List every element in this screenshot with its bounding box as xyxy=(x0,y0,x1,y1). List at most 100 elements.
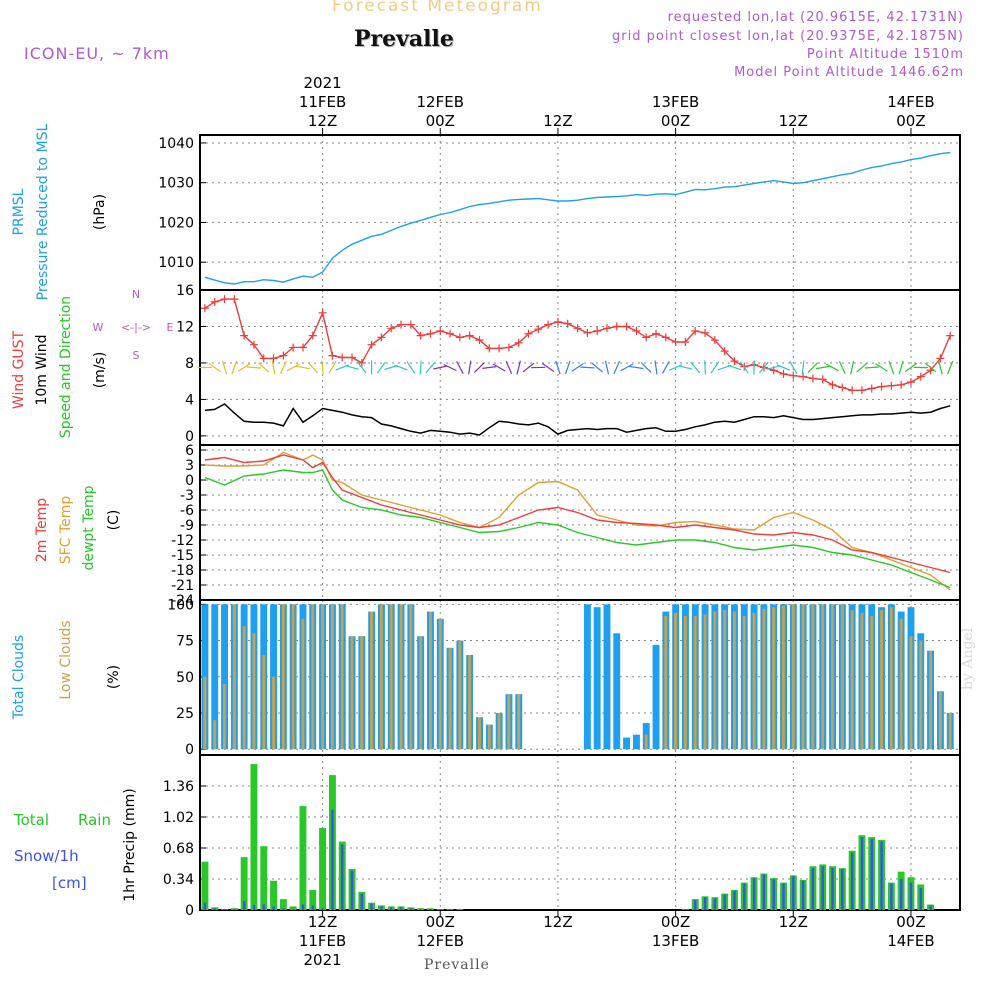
gust-point xyxy=(622,322,631,331)
total-cloud-bar xyxy=(623,737,630,750)
low-cloud-bar xyxy=(791,604,795,750)
total-cloud-bar xyxy=(211,604,219,750)
gust-point xyxy=(446,329,455,338)
rain-bar xyxy=(201,861,209,910)
low-cloud-bar xyxy=(321,604,324,750)
gust-point xyxy=(308,331,317,340)
bottom-time-label: 13FEB xyxy=(652,932,699,950)
total-cloud-bar xyxy=(613,633,621,750)
total-cloud-bar xyxy=(201,604,209,750)
gust-point xyxy=(504,343,513,352)
y-tick-label: -24 xyxy=(171,593,194,609)
precip-frame xyxy=(199,754,961,911)
snow-bar xyxy=(252,905,256,910)
precip-snow-unit-label: [cm] xyxy=(52,874,87,892)
low-cloud-bar xyxy=(301,618,305,750)
y-tick-label: 6 xyxy=(185,443,194,459)
requested-coords: requested lon,lat (20.9615E, 42.1731N) xyxy=(667,10,964,25)
gust-point xyxy=(799,372,808,381)
gust-point xyxy=(946,331,955,340)
wind-direction-arrow xyxy=(801,360,805,375)
gust-point xyxy=(249,340,258,349)
low-cloud-bar xyxy=(311,604,315,750)
dewpt-temp-line xyxy=(204,469,951,589)
chart-title: Forecast Meteogram xyxy=(332,0,543,16)
low-cloud-bar xyxy=(468,655,472,750)
wind-direction-arrow xyxy=(542,363,555,372)
snow-bar xyxy=(900,879,903,910)
bottom-time-label: 12FEB xyxy=(417,932,464,950)
snow-bar xyxy=(909,882,913,910)
total-cloud-bar xyxy=(270,604,277,750)
wind-direction-arrow xyxy=(286,363,300,372)
low-cloud-bar xyxy=(458,640,462,750)
gust-point xyxy=(397,320,406,329)
total-cloud-bar xyxy=(593,607,601,750)
y-tick-label: 75 xyxy=(176,634,194,650)
gust-point xyxy=(936,354,945,363)
wind-direction-arrow xyxy=(482,366,497,369)
temp-2m-line xyxy=(204,454,951,574)
gust-point xyxy=(642,333,651,342)
pressure-line xyxy=(204,151,951,285)
y-tick-label: 100 xyxy=(167,597,194,613)
gust-point xyxy=(240,331,249,340)
snow-bar xyxy=(341,844,344,910)
low-cloud-bar xyxy=(478,717,481,750)
snow-bar xyxy=(752,878,756,910)
wind-direction-arrow xyxy=(678,365,693,370)
precip-rain-label: Rain xyxy=(78,811,111,829)
gust-point xyxy=(485,344,494,353)
wind-direction-arrow xyxy=(246,366,261,369)
bottom-time-label: 12Z xyxy=(779,913,808,931)
snow-bar xyxy=(203,902,207,910)
snow-bar xyxy=(831,868,834,910)
wind-direction-arrow xyxy=(406,361,416,374)
snow-bar xyxy=(272,906,275,910)
low-cloud-bar xyxy=(929,650,932,750)
snow-bar xyxy=(292,909,295,910)
gust-point xyxy=(906,378,915,387)
low-cloud-bar xyxy=(674,613,677,750)
y-tick-label: 0 xyxy=(185,903,194,919)
wind-direction-arrow xyxy=(661,361,670,374)
pressure-panel: 1010 1020 1030 1040 xyxy=(158,134,961,291)
low-cloud-bar xyxy=(340,604,344,750)
wind-direction-arrow xyxy=(640,362,652,373)
gust-point xyxy=(553,317,562,326)
gust-point xyxy=(583,328,592,337)
low-cloud-bar xyxy=(399,604,403,750)
temp-unit-label: (C) xyxy=(106,510,122,531)
low-cloud-bar xyxy=(232,604,236,750)
gust-point xyxy=(259,354,268,363)
wind-direction-arrow xyxy=(384,364,399,371)
wind-direction-arrow xyxy=(505,360,513,375)
low-cloud-bar xyxy=(223,684,226,750)
low-cloud-bar xyxy=(360,636,364,750)
gust-point xyxy=(328,351,337,360)
low-cloud-bar xyxy=(772,607,776,750)
gust-point xyxy=(534,325,543,334)
low-cloud-bar xyxy=(840,604,844,750)
wind-direction-arrow xyxy=(419,360,422,375)
wind-10m-label: 10m Wind xyxy=(34,334,50,405)
wind-unit-label: (m/s) xyxy=(92,352,108,389)
rain-bar xyxy=(309,889,317,910)
low-cloud-bar xyxy=(899,618,903,750)
low-cloud-bar xyxy=(723,610,727,750)
wind-direction-arrow xyxy=(759,361,769,374)
rain-bar xyxy=(240,857,248,910)
wind-direction-arrow xyxy=(654,360,658,375)
snow-bar xyxy=(380,906,383,910)
low-cloud-bar xyxy=(379,604,383,750)
gust-point xyxy=(279,351,288,360)
low-cloud-bar xyxy=(281,604,285,750)
temperature-panel: 630-3-6-9-12-15-18-21-24 xyxy=(171,443,961,609)
low-cloud-bar xyxy=(370,611,373,750)
gust-point xyxy=(720,347,729,356)
wind-direction-arrow xyxy=(425,361,436,374)
low-cloud-bar xyxy=(438,618,442,750)
wind-direction-arrow xyxy=(516,360,521,375)
snow-bar xyxy=(243,900,246,910)
